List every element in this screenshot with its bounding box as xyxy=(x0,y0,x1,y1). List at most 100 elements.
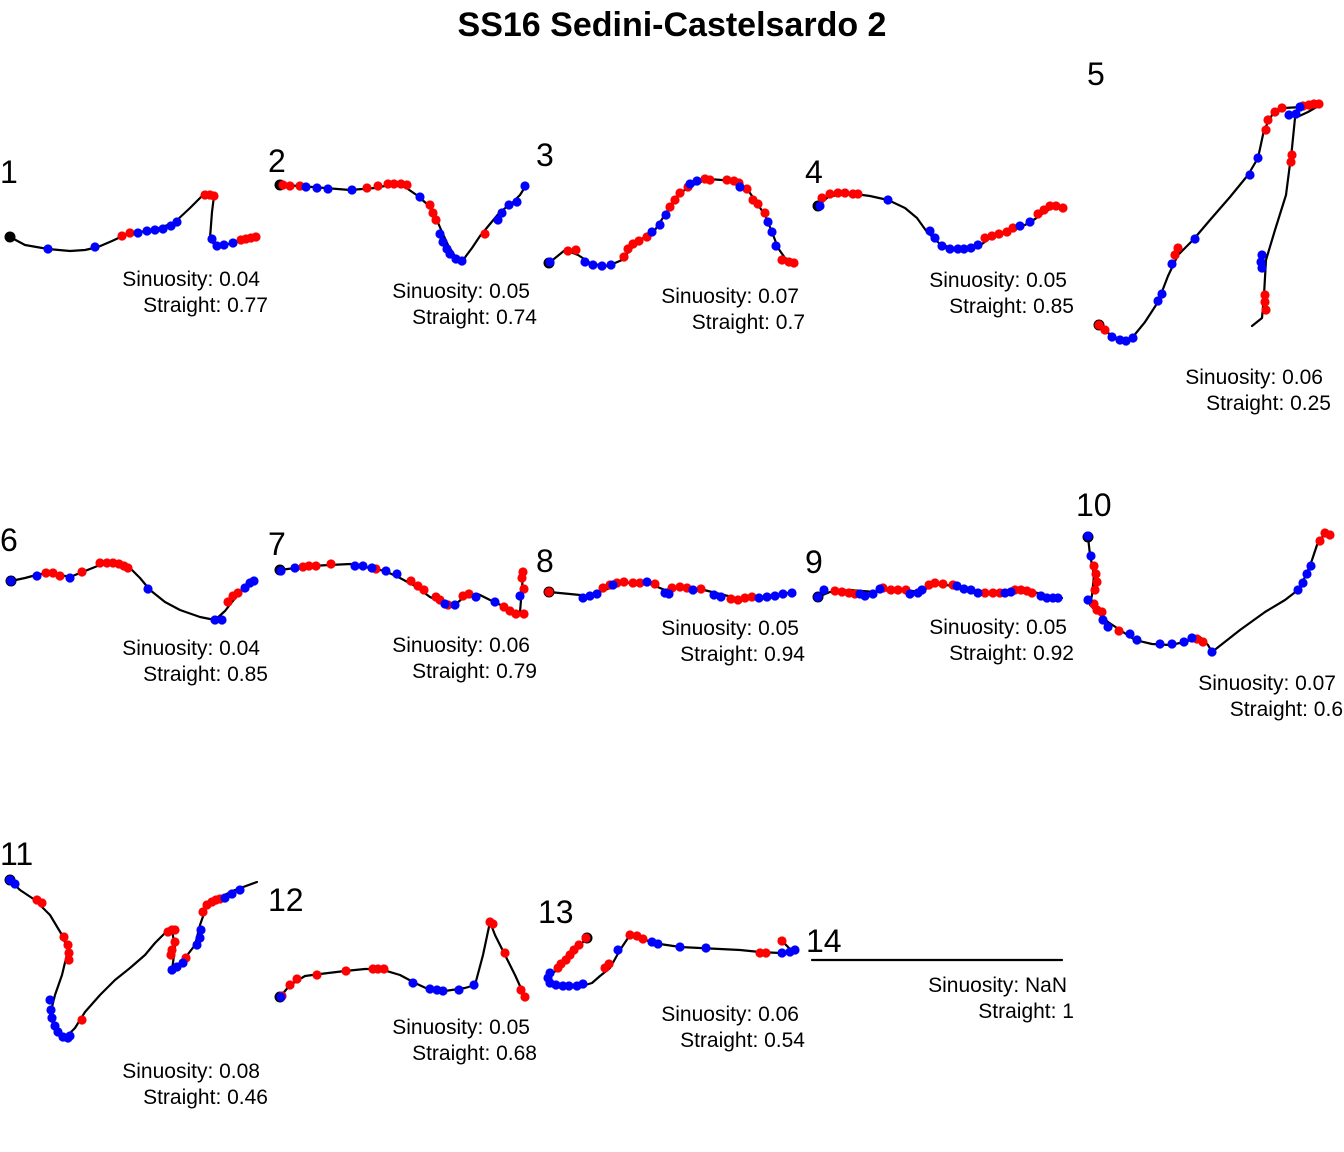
red-point xyxy=(753,199,763,209)
blue-point xyxy=(276,992,286,1002)
blue-point xyxy=(497,208,507,218)
red-point xyxy=(988,588,998,598)
panel-6: 6 Sinuosity: 0.04 Straight: 0.85 xyxy=(0,522,268,686)
red-point xyxy=(1286,157,1296,167)
panel-8: 8 Sinuosity: 0.05 Straight: 0.94 xyxy=(536,543,805,666)
straightness-label: Straight: 0.25 xyxy=(1206,392,1331,415)
red-point xyxy=(930,578,940,588)
straightness-label: Straight: 0.92 xyxy=(949,642,1074,665)
blue-point xyxy=(945,244,955,254)
red-point xyxy=(634,236,644,246)
red-point xyxy=(389,179,399,189)
red-point xyxy=(312,970,322,980)
blue-point xyxy=(661,210,671,220)
red-point xyxy=(837,587,847,597)
red-point xyxy=(1314,99,1324,109)
blue-point xyxy=(212,241,222,251)
red-point xyxy=(761,948,771,958)
panel-number: 3 xyxy=(536,137,554,173)
blue-point xyxy=(392,569,402,579)
panel-12: 12 Sinuosity: 0.05 Straight: 0.68 xyxy=(268,882,537,1065)
sinuosity-label: Sinuosity: 0.07 xyxy=(661,285,799,308)
blue-point xyxy=(1086,551,1096,561)
blue-point xyxy=(1306,561,1316,571)
blue-point xyxy=(973,240,983,250)
red-point xyxy=(598,583,608,593)
blue-point xyxy=(408,978,418,988)
blue-point xyxy=(585,591,595,601)
red-point xyxy=(635,578,645,588)
blue-point xyxy=(647,227,657,237)
red-point xyxy=(125,228,135,238)
blue-point xyxy=(347,185,357,195)
panel-number: 10 xyxy=(1076,487,1112,523)
red-point xyxy=(777,936,787,946)
blue-point xyxy=(143,584,153,594)
red-point xyxy=(777,255,787,265)
red-point xyxy=(518,567,528,577)
blue-point xyxy=(688,585,698,595)
blue-point xyxy=(925,226,935,236)
red-point xyxy=(675,582,685,592)
red-point xyxy=(886,585,896,595)
red-point xyxy=(1008,223,1018,233)
red-point xyxy=(1277,103,1287,113)
sinuosity-label: Sinuosity: 0.05 xyxy=(929,269,1067,292)
track-line xyxy=(278,562,525,616)
panel-number: 13 xyxy=(538,894,574,930)
track-line xyxy=(278,183,527,264)
straightness-label: Straight: 0.68 xyxy=(412,1042,537,1065)
red-point xyxy=(1325,530,1335,540)
blue-point xyxy=(469,980,479,990)
straightness-label: Straight: 0.46 xyxy=(143,1086,268,1109)
red-point xyxy=(95,558,105,568)
panel-9: 9 Sinuosity: 0.05 Straight: 0.92 xyxy=(805,544,1074,665)
red-point xyxy=(166,950,176,960)
red-point xyxy=(722,175,732,185)
panel-number: 8 xyxy=(536,543,554,579)
panel-1: 1 Sinuosity: 0.04 Straight: 0.77 xyxy=(0,154,268,317)
blue-point xyxy=(813,592,823,602)
red-point xyxy=(480,229,490,239)
sinuosity-label: Sinuosity: 0.07 xyxy=(1198,672,1336,695)
red-point xyxy=(402,180,412,190)
red-point xyxy=(740,593,750,603)
panel-number: 1 xyxy=(0,154,18,190)
red-point xyxy=(619,577,629,587)
blue-point xyxy=(457,256,467,266)
red-point xyxy=(488,919,498,929)
blue-point xyxy=(937,241,947,251)
blue-point xyxy=(578,979,588,989)
red-point xyxy=(544,587,554,597)
blue-point xyxy=(142,226,152,236)
red-point xyxy=(665,202,675,212)
red-point xyxy=(833,188,843,198)
blue-point xyxy=(905,589,915,599)
blue-point xyxy=(735,182,745,192)
blue-point xyxy=(685,179,695,189)
red-point xyxy=(817,193,827,203)
blue-point xyxy=(1132,635,1142,645)
blue-point xyxy=(655,220,665,230)
panel-13: 13 Sinuosity: 0.06 Straight: 0.54 xyxy=(538,894,805,1052)
blue-point xyxy=(1253,153,1263,163)
blue-point xyxy=(875,584,885,594)
red-point xyxy=(431,215,441,225)
red-point xyxy=(123,563,133,573)
blue-point xyxy=(545,257,555,267)
red-point xyxy=(994,229,1004,239)
red-point xyxy=(1260,297,1270,307)
blue-point xyxy=(1291,109,1301,119)
blue-point xyxy=(515,591,525,601)
blue-point xyxy=(43,244,53,254)
blue-point xyxy=(438,237,448,247)
red-point xyxy=(198,907,208,917)
straightness-label: Straight: 0.6 xyxy=(1230,698,1343,721)
blue-point xyxy=(454,985,464,995)
blue-point xyxy=(196,925,206,935)
panel-number: 11 xyxy=(0,836,33,872)
red-point xyxy=(464,589,474,599)
red-point xyxy=(425,200,435,210)
blue-point xyxy=(883,195,893,205)
blue-point xyxy=(178,958,188,968)
